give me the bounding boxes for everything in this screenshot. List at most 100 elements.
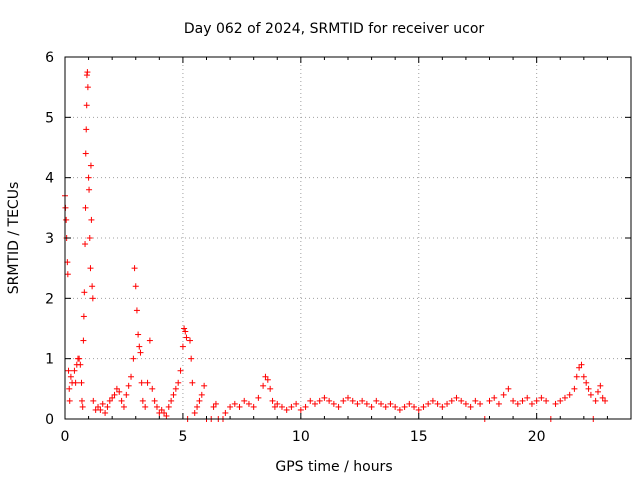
data-point	[302, 403, 309, 410]
data-point	[135, 331, 142, 338]
data-point	[396, 406, 403, 413]
data-point	[592, 397, 599, 404]
data-point	[321, 394, 328, 401]
data-point	[363, 400, 370, 407]
data-point	[599, 394, 606, 401]
data-point	[78, 397, 85, 404]
data-point	[81, 289, 88, 296]
data-point	[222, 409, 229, 416]
data-point	[326, 397, 333, 404]
data-point	[189, 379, 196, 386]
data-point	[198, 391, 205, 398]
data-point	[144, 379, 151, 386]
data-point	[82, 150, 89, 157]
data-point	[131, 265, 138, 272]
data-point	[170, 391, 177, 398]
data-point	[378, 400, 385, 407]
data-point	[80, 337, 87, 344]
data-point	[571, 385, 578, 392]
data-point	[212, 400, 219, 407]
data-point	[182, 328, 189, 335]
data-point	[255, 394, 262, 401]
data-point	[462, 400, 469, 407]
y-tick-label: 3	[45, 231, 54, 247]
data-point	[594, 388, 601, 395]
data-point	[113, 385, 120, 392]
data-point	[149, 385, 156, 392]
x-tick-label: 10	[292, 429, 310, 445]
data-point	[66, 397, 73, 404]
data-point	[83, 126, 90, 133]
data-point	[524, 394, 531, 401]
data-point	[175, 379, 182, 386]
data-point	[429, 397, 436, 404]
data-point	[293, 400, 300, 407]
data-point	[84, 84, 91, 91]
data-point	[262, 373, 269, 380]
grid-lines	[65, 57, 631, 419]
y-tick-label: 0	[45, 412, 54, 428]
data-point	[183, 334, 190, 341]
data-point	[109, 394, 116, 401]
data-point	[179, 343, 186, 350]
data-point	[79, 403, 86, 410]
data-point	[500, 391, 507, 398]
data-point	[165, 403, 172, 410]
data-point	[72, 379, 79, 386]
data-point	[99, 400, 106, 407]
data-point	[392, 403, 399, 410]
y-tick-label: 5	[45, 110, 54, 126]
data-point	[138, 379, 145, 386]
data-point	[311, 400, 318, 407]
data-point	[84, 69, 91, 76]
data-point	[467, 403, 474, 410]
y-axis-label: SRMTID / TECUs	[6, 182, 22, 295]
chart-title: Day 062 of 2024, SRMTID for receiver uco…	[184, 21, 485, 37]
data-point	[146, 337, 153, 344]
data-point	[267, 385, 274, 392]
data-point	[76, 355, 83, 362]
data-point	[139, 397, 146, 404]
data-point	[330, 400, 337, 407]
data-point	[335, 403, 342, 410]
data-point	[65, 367, 72, 374]
data-point	[552, 400, 559, 407]
data-point	[201, 382, 208, 389]
data-point	[78, 379, 85, 386]
data-point	[63, 216, 70, 223]
data-point	[561, 394, 568, 401]
data-point	[210, 403, 217, 410]
data-point	[477, 400, 484, 407]
data-point	[227, 403, 234, 410]
data-point	[340, 397, 347, 404]
data-point	[188, 355, 195, 362]
data-point	[486, 397, 493, 404]
data-point	[191, 409, 198, 416]
data-point	[439, 403, 446, 410]
data-point	[519, 397, 526, 404]
data-point	[132, 283, 139, 290]
data-point	[163, 412, 170, 419]
data-point	[77, 361, 84, 368]
x-tick-label: 0	[61, 429, 70, 445]
data-point	[448, 397, 455, 404]
data-point	[137, 349, 144, 356]
data-point	[264, 376, 271, 383]
data-point	[387, 400, 394, 407]
data-point	[142, 403, 149, 410]
data-point	[83, 102, 90, 109]
data-point	[181, 325, 188, 332]
data-point	[510, 397, 517, 404]
data-point	[288, 403, 295, 410]
data-point	[177, 367, 184, 374]
data-point	[583, 379, 590, 386]
data-point	[102, 409, 109, 416]
data-point	[283, 406, 290, 413]
data-point	[64, 271, 71, 278]
data-point	[66, 385, 73, 392]
data-point	[194, 403, 201, 410]
data-point	[87, 162, 94, 169]
data-point	[231, 400, 238, 407]
x-axis-label: GPS time / hours	[275, 459, 392, 475]
data-point	[453, 394, 460, 401]
